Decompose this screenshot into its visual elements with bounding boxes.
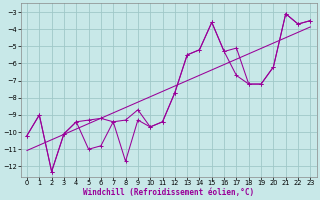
X-axis label: Windchill (Refroidissement éolien,°C): Windchill (Refroidissement éolien,°C) bbox=[83, 188, 254, 197]
